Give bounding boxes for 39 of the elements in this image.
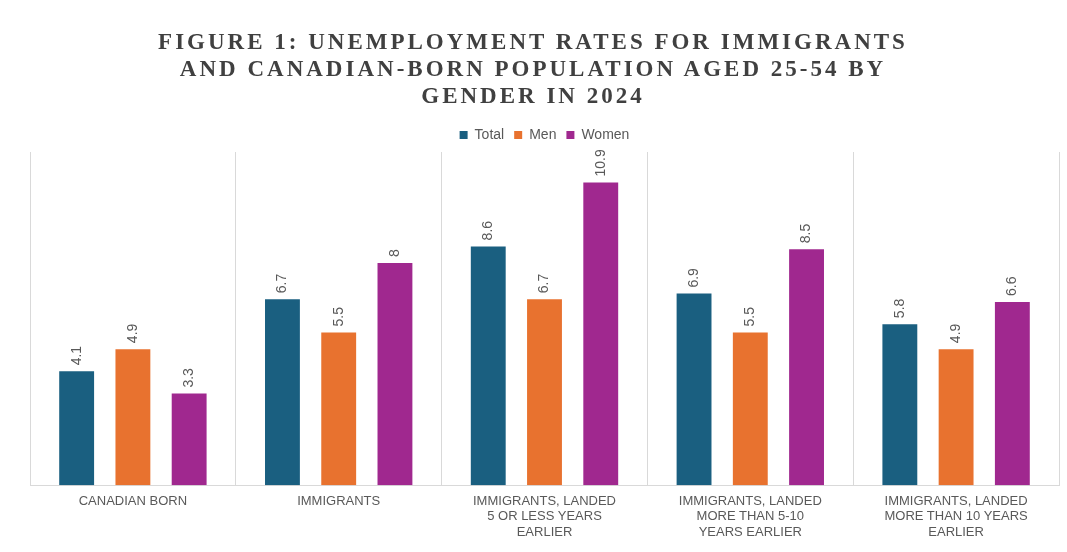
x-tick-label: IMMIGRANTS <box>297 492 381 508</box>
bar <box>470 246 506 486</box>
data-label: 10.9 <box>591 149 608 177</box>
data-label: 8.6 <box>479 220 496 241</box>
chart-title: FIGURE 1: UNEMPLOYMENT RATES FOR IMMIGRANTS AND CANADIAN-BORN POPULATION AGED 25-54 BY GENDER IN 2024 <box>157 28 909 109</box>
data-label: 6.7 <box>273 273 290 294</box>
data-label: 4.9 <box>946 323 963 344</box>
bar <box>377 263 413 486</box>
data-label: 6.6 <box>1003 276 1020 296</box>
bar <box>676 293 712 486</box>
bar <box>938 349 974 486</box>
bar <box>171 393 207 486</box>
x-tick-label: CANADIAN BORN <box>78 492 188 508</box>
data-label: 6.9 <box>684 267 701 288</box>
bar <box>527 299 562 486</box>
data-label: 4.1 <box>67 345 84 366</box>
bar <box>265 299 300 486</box>
bar <box>115 349 151 486</box>
data-label: 3.3 <box>180 367 197 388</box>
bar <box>583 182 619 486</box>
legend-label: Women <box>581 125 630 142</box>
bar <box>59 371 95 486</box>
data-label: 5.5 <box>741 306 758 327</box>
data-label: 6.7 <box>535 273 552 294</box>
data-label: 5.5 <box>329 306 346 327</box>
data-label: 4.9 <box>123 323 140 344</box>
data-label: 8 <box>385 249 402 258</box>
legend-label: Men <box>529 125 557 142</box>
x-tick-label: IMMIGRANTS, LANDED MORE THAN 10 YEARS EARLIER <box>884 492 1029 539</box>
bar <box>882 324 918 486</box>
data-label: 8.5 <box>797 223 814 244</box>
bar <box>321 332 357 486</box>
legend-label: Total <box>474 125 505 142</box>
bar <box>994 301 1030 486</box>
bar <box>732 332 768 486</box>
x-tick-label: IMMIGRANTS, LANDED 5 OR LESS YEARS EARLIER <box>472 492 617 539</box>
data-label: 5.8 <box>890 298 907 319</box>
bar <box>789 249 824 486</box>
x-tick-label: IMMIGRANTS, LANDED MORE THAN 5-10 YEARS EARLIER <box>678 492 822 539</box>
